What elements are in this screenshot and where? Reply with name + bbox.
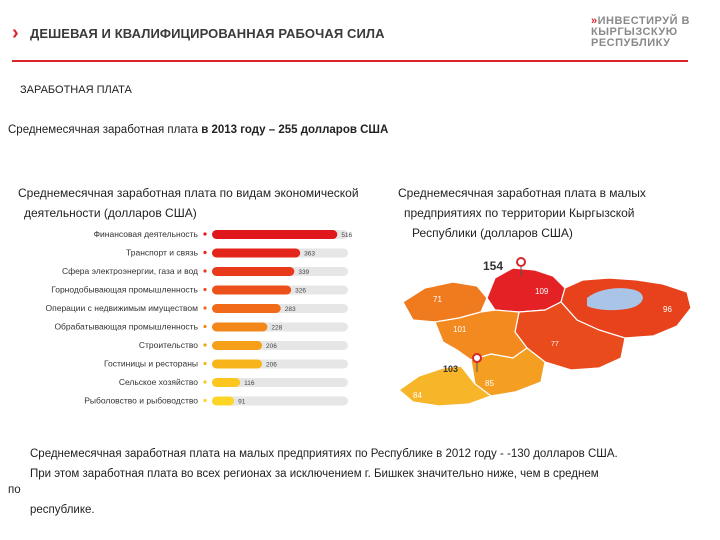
bar-category-label: Финансовая деятельность [94, 229, 199, 239]
map-heading-line-3: Республики (долларов США) [412, 226, 573, 240]
bar-category-label: Обрабатывающая промышленность [54, 322, 198, 332]
header-divider [12, 60, 688, 62]
bar-marker-dot [203, 232, 207, 236]
bar [212, 322, 268, 332]
bar-value-label: 283 [285, 306, 296, 313]
map-heading-line-1: Среднемесячная заработная плата в малых [398, 186, 646, 200]
bottom-line-4: республике. [30, 504, 95, 516]
bar [212, 378, 241, 387]
bar-category-label: Строительство [139, 340, 198, 350]
bar-marker-dot [203, 287, 207, 292]
logo-line-2: КЫРГЫЗСКУЮ [591, 26, 678, 38]
map-label-issyk-kul: 96 [663, 305, 672, 314]
bottom-line-2: При этом заработная плата во всех регион… [30, 468, 599, 480]
bar-value-label: 363 [304, 251, 315, 258]
map-label-bishkek: 154 [483, 259, 503, 273]
bar-chart-heading: Среднемесячная заработная плата по видам… [18, 183, 408, 223]
map-heading: Среднемесячная заработная плата в малых … [398, 183, 698, 243]
bar-marker-dot [203, 324, 207, 329]
bar-marker-dot [203, 250, 207, 255]
bottom-line-1: Среднемесячная заработная плата на малых… [30, 448, 618, 460]
bar-value-label: 339 [298, 269, 309, 276]
bar-marker-dot [203, 343, 207, 347]
bar-category-label: Горнодобывающая промышленность [51, 285, 198, 295]
map-region-talas [402, 281, 488, 323]
chevron-right-icon: › [12, 22, 19, 44]
summary-line: Среднемесячная заработная плата в 2013 г… [8, 124, 388, 136]
logo: »ИНВЕСТИРУЙ В КЫРГЫЗСКУЮ РЕСПУБЛИКУ [591, 16, 690, 49]
logo-line-3: РЕСПУБЛИКУ [591, 37, 671, 49]
bar-value-label: 116 [244, 380, 255, 387]
osh-marker [472, 353, 482, 372]
map-label-naryn: 77 [551, 341, 559, 348]
map-label-jalal-abad: 101 [453, 325, 467, 334]
bar [212, 341, 263, 350]
bar-marker-dot [203, 361, 207, 366]
bar-value-label: 206 [266, 362, 277, 369]
bar-heading-line-1: Среднемесячная заработная плата по видам… [18, 186, 359, 200]
map-label-chuy: 109 [535, 287, 549, 296]
bottom-line-3: по [8, 484, 21, 496]
summary-prefix: Среднемесячная заработная плата [8, 124, 202, 136]
map-label-talas: 71 [433, 295, 442, 304]
bar-category-label: Рыболовство и рыбоводство [84, 396, 198, 406]
bar-value-label: 228 [271, 325, 282, 332]
bar [212, 359, 263, 369]
bar-marker-dot [203, 269, 207, 273]
bar [212, 304, 281, 313]
bar-category-label: Сфера электроэнергии, газа и вод [62, 266, 198, 276]
bishkek-marker [516, 257, 526, 276]
bar-value-label: 516 [341, 232, 352, 239]
bar-marker-dot [203, 306, 207, 310]
wage-bar-chart: Финансовая деятельность 516 Транспорт и св… [46, 229, 353, 406]
bar [212, 230, 338, 239]
bar-track [212, 378, 348, 387]
summary-highlight: в 2013 году – 255 долларов США [201, 124, 389, 136]
bar-heading-line-2: деятельности (долларов США) [24, 206, 197, 220]
map-region-batken [398, 365, 493, 407]
bar-marker-dot [203, 398, 207, 403]
kyrgyzstan-map: 154 109 71 96 77 101 103 85 84 [398, 257, 692, 407]
bar [212, 267, 295, 276]
page-title: ДЕШЕВАЯ И КВАЛИФИЦИРОВАННАЯ РАБОЧАЯ СИЛА [30, 26, 385, 41]
bar-category-label: Транспорт и связь [126, 248, 199, 258]
bar-value-label: 206 [266, 343, 277, 350]
bar-value-label: 91 [238, 399, 246, 406]
map-label-osh-region: 85 [485, 379, 494, 388]
map-label-osh-city: 103 [443, 364, 458, 374]
bar-marker-dot [203, 380, 207, 384]
bar [212, 285, 292, 295]
logo-line-1: ИНВЕСТИРУЙ В [597, 15, 690, 27]
bar-category-label: Сельское хозяйство [119, 377, 198, 387]
map-heading-line-2: предприятиях по территории Кыргызской [404, 206, 635, 220]
bottom-paragraph: Среднемесячная заработная плата на малых… [30, 444, 700, 484]
bar [212, 248, 301, 258]
map-label-batken: 84 [413, 391, 422, 400]
bar-category-label: Операции с недвижимым имуществом [46, 303, 199, 313]
logo-arrows-icon: » [591, 15, 598, 27]
bar-category-label: Гостиницы и рестораны [104, 359, 198, 369]
bar-value-label: 326 [295, 288, 306, 295]
bar [212, 396, 235, 406]
bar-track [212, 396, 348, 406]
section-title: ЗАРАБОТНАЯ ПЛАТА [20, 84, 132, 96]
map-lake-issyk-kul [587, 288, 643, 311]
